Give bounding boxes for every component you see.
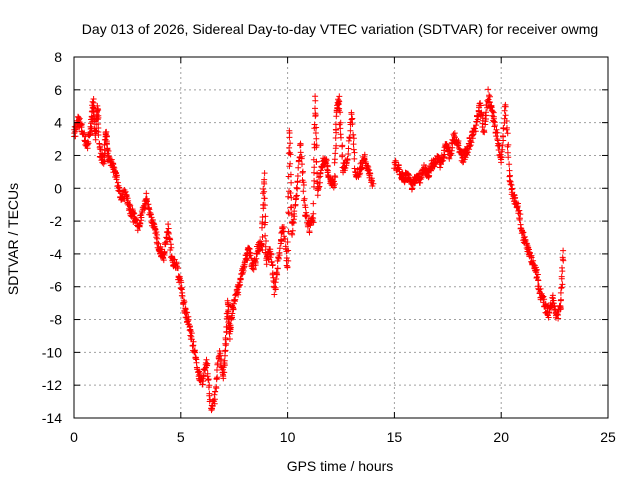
y-tick-label: -6 xyxy=(50,279,63,295)
y-tick-label: -10 xyxy=(42,344,62,360)
y-tick-label: 6 xyxy=(54,82,62,98)
y-tick-label: -2 xyxy=(50,213,63,229)
x-tick-label: 0 xyxy=(70,429,78,445)
x-tick-label: 10 xyxy=(280,429,296,445)
y-axis-label: SDTVAR / TECUs xyxy=(5,183,21,295)
y-tick-label: -12 xyxy=(42,377,62,393)
x-tick-label: 25 xyxy=(600,429,616,445)
plot-frame xyxy=(73,56,609,419)
x-axis-label: GPS time / hours xyxy=(287,458,394,474)
y-tick-label: -4 xyxy=(50,246,63,262)
y-tick-label: 4 xyxy=(54,115,62,131)
y-tick-label: 2 xyxy=(54,147,62,163)
y-tick-label: 8 xyxy=(54,49,62,65)
x-tick-label: 15 xyxy=(387,429,403,445)
y-tick-label: -14 xyxy=(42,410,62,426)
x-tick-label: 20 xyxy=(493,429,509,445)
x-tick-label: 5 xyxy=(177,429,185,445)
axis-ticks: 0 5 10 15 20 25 -14 -12 -10 -8 -6 -4 -2 0 2 4 6 8 xyxy=(42,49,616,445)
chart-title: Day 013 of 2026, Sidereal Day-to-day VTE… xyxy=(82,21,598,37)
y-tick-label: -8 xyxy=(50,312,63,328)
y-tick-label: 0 xyxy=(54,180,62,196)
